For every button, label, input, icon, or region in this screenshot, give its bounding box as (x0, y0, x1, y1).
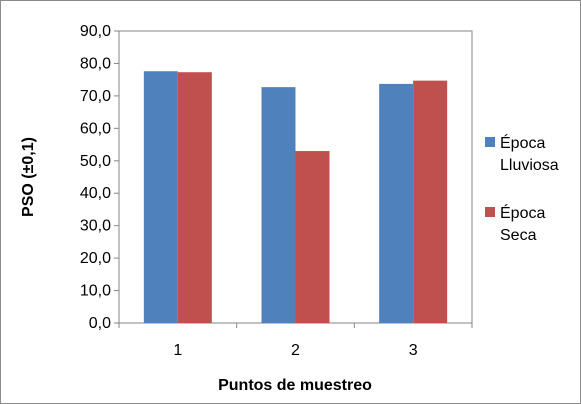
bar-series-2-cat-3 (413, 80, 448, 323)
y-tick-label: 40,0 (80, 185, 111, 202)
bar-series-1-cat-1 (143, 71, 178, 323)
bar-series-1-cat-3 (379, 83, 414, 323)
y-tick-label: 60,0 (80, 120, 111, 137)
y-tick-label: 80,0 (80, 55, 111, 72)
x-tick-label: 3 (409, 342, 418, 359)
bars-layer (143, 71, 448, 324)
bar-series-2-cat-2 (295, 151, 330, 323)
y-tick-label: 0,0 (89, 315, 111, 332)
legend-label-series-1: Época Lluviosa (500, 133, 559, 174)
y-axis-title: PSO (±0,1) (20, 137, 37, 217)
y-tick-label: 50,0 (80, 153, 111, 170)
legend-swatch-series-2 (485, 207, 495, 217)
y-tick-label: 90,0 (80, 23, 111, 40)
y-tick-label: 20,0 (80, 250, 111, 267)
x-tick-label: 1 (173, 342, 182, 359)
bar-series-2-cat-1 (177, 72, 212, 324)
x-tick-label: 2 (291, 342, 300, 359)
legend-swatch-series-1 (485, 137, 495, 147)
legend: Época Lluviosa Época Seca (485, 133, 559, 244)
y-tick-label: 30,0 (80, 218, 111, 235)
legend-label-series-2: Época Seca (500, 203, 545, 244)
x-axis-title: Puntos de muestreo (218, 377, 372, 394)
bar-series-1-cat-2 (261, 87, 296, 323)
y-tick-label: 70,0 (80, 88, 111, 105)
axes-layer: 0,0 10,0 20,0 30,0 40,0 50,0 60,0 70,0 80,0 90,0 1… (80, 23, 473, 359)
y-tick-label: 10,0 (80, 283, 111, 300)
